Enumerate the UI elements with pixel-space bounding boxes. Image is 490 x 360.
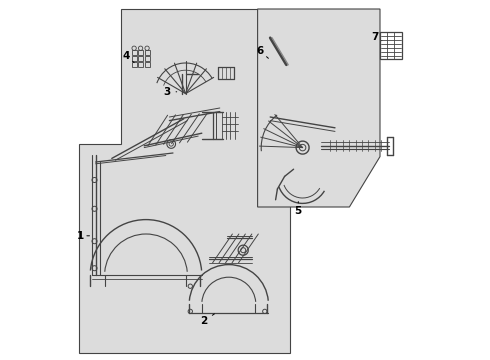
Polygon shape [79,9,290,353]
Text: 1: 1 [77,231,90,241]
Polygon shape [258,9,380,207]
Text: 2: 2 [200,314,215,326]
Text: 4: 4 [122,51,134,63]
Text: 5: 5 [294,202,302,216]
Text: 6: 6 [256,46,269,58]
Text: 7: 7 [371,32,382,42]
Text: 3: 3 [163,87,177,97]
